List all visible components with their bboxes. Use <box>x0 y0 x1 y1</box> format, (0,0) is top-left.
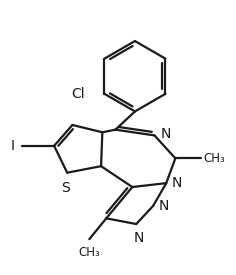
Text: CH₃: CH₃ <box>78 246 100 259</box>
Text: Cl: Cl <box>71 87 85 101</box>
Text: N: N <box>160 127 171 141</box>
Text: S: S <box>62 180 70 194</box>
Text: I: I <box>11 139 15 153</box>
Text: N: N <box>172 176 182 190</box>
Text: CH₃: CH₃ <box>203 152 225 165</box>
Text: N: N <box>134 230 144 244</box>
Text: N: N <box>159 199 169 213</box>
